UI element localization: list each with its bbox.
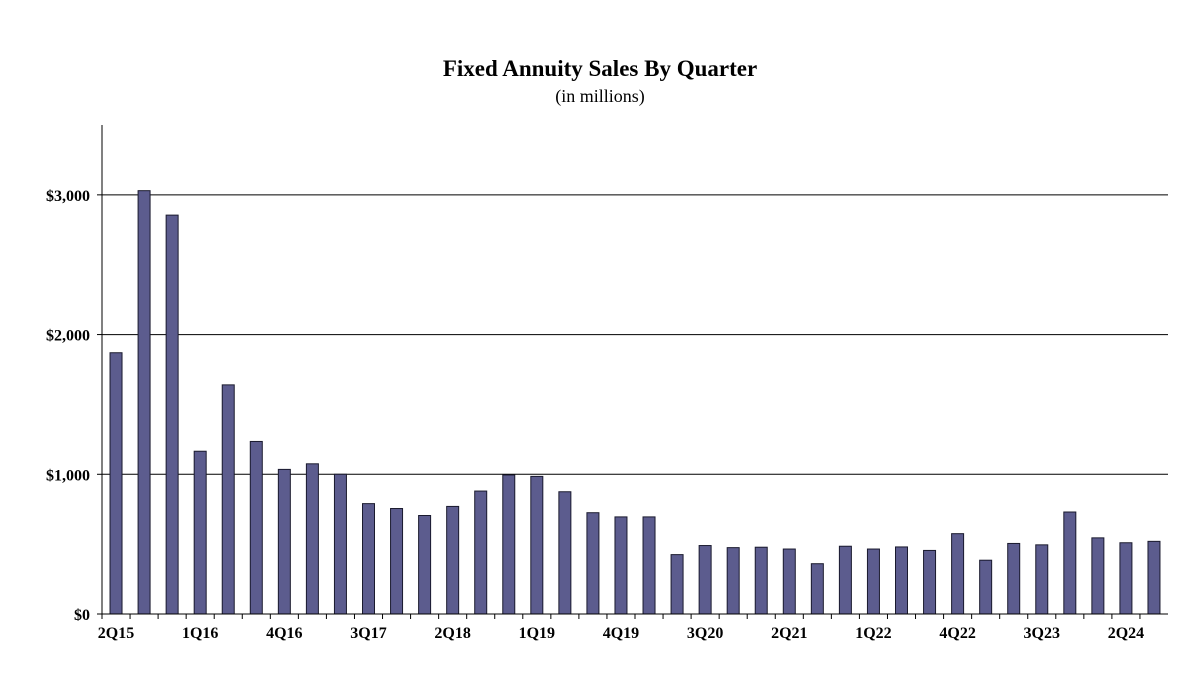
bar-4Q15: [165, 214, 179, 615]
bar-4Q22: [951, 533, 965, 615]
y-tick-label: $1,000: [46, 467, 90, 484]
bar-4Q23: [1063, 511, 1077, 615]
bar-3Q20: [698, 545, 712, 615]
bar-1Q17: [305, 463, 319, 615]
bar-1Q21: [754, 546, 768, 615]
x-tick-label: 2Q15: [98, 625, 134, 642]
bar-3Q18: [474, 490, 488, 615]
x-tick-label: 1Q19: [519, 625, 555, 642]
bar-3Q16: [249, 440, 263, 615]
x-tick-label: 2Q21: [771, 625, 807, 642]
bar-3Q21: [810, 563, 824, 615]
bar-3Q23: [1035, 544, 1049, 615]
bar-1Q18: [418, 515, 432, 615]
x-tick-label: 3Q17: [350, 625, 386, 642]
bar-4Q18: [502, 474, 516, 615]
x-tick-label: 4Q16: [266, 625, 302, 642]
x-tick-label: 3Q20: [687, 625, 723, 642]
x-tick-label: 4Q19: [603, 625, 639, 642]
bar-3Q22: [923, 549, 937, 615]
chart-subtitle: (in millions): [555, 86, 645, 106]
bar-4Q20: [726, 547, 740, 615]
bar-3Q19: [586, 512, 600, 615]
bar-4Q21: [838, 545, 852, 615]
x-tick-label: 3Q23: [1024, 625, 1060, 642]
bar-2Q24: [1119, 542, 1133, 615]
bar-2Q21: [782, 548, 796, 615]
bar-2Q20: [670, 554, 684, 615]
gridlines: [102, 194, 1168, 475]
bar-1Q19: [530, 475, 544, 615]
bar-1Q22: [866, 548, 880, 615]
bar-2Q23: [1007, 542, 1021, 615]
x-tick-label: 1Q22: [855, 625, 891, 642]
y-axis-ticks: $0 $1,000 $2,000 $3,000: [46, 188, 102, 624]
x-tick-label: 2Q18: [434, 625, 470, 642]
bar-3Q15: [137, 190, 151, 615]
x-tick-label: 1Q16: [182, 625, 218, 642]
bar-series: [109, 190, 1161, 615]
bar-1Q20: [642, 516, 656, 615]
bar-2Q18: [446, 505, 460, 615]
bar-1Q23: [979, 559, 993, 615]
y-tick-label: $3,000: [46, 188, 90, 205]
bar-2Q17: [333, 473, 347, 615]
y-tick-label: $2,000: [46, 328, 90, 345]
bar-3Q24: [1147, 540, 1161, 615]
bar-3Q17: [362, 503, 375, 615]
bar-1Q16: [193, 450, 207, 615]
bar-4Q19: [614, 516, 628, 615]
chart-title: Fixed Annuity Sales By Quarter: [442, 56, 758, 81]
x-axis-ticks: 2Q15 1Q16 4Q16 3Q17 2Q18 1Q19 4Q19 3Q20 2Q21 1Q22…: [98, 614, 1144, 642]
bar-4Q17: [390, 508, 404, 615]
bar-2Q15: [109, 352, 123, 615]
bar-2Q16: [221, 384, 235, 615]
bar-2Q19: [558, 491, 572, 615]
bar-2Q22: [895, 546, 908, 615]
y-tick-label: $0: [74, 607, 90, 624]
bar-4Q16: [277, 468, 291, 615]
bar-1Q24: [1091, 537, 1105, 615]
x-tick-label: 2Q24: [1108, 625, 1144, 642]
x-tick-label: 4Q22: [939, 625, 975, 642]
